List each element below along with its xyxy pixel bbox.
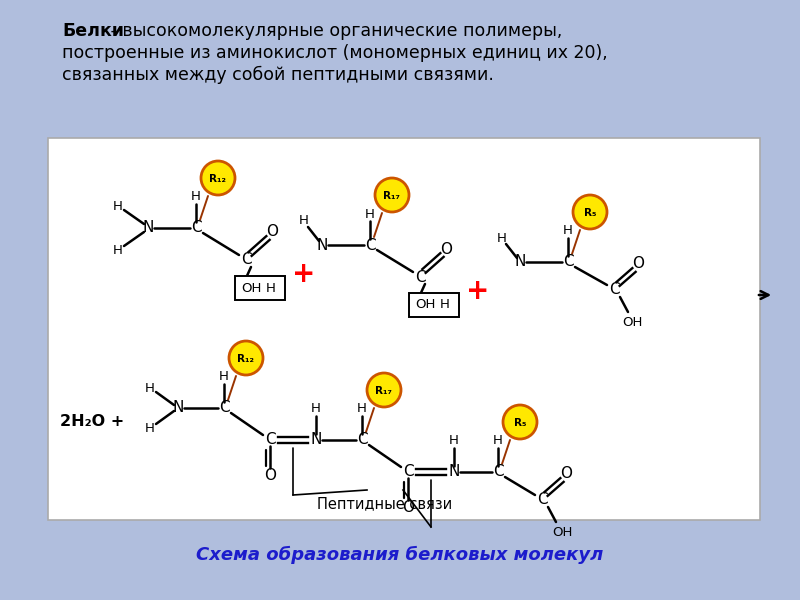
Text: O: O [632,257,644,271]
Text: H: H [299,214,309,227]
Text: N: N [172,401,184,415]
Text: H: H [365,208,375,220]
Text: N: N [448,464,460,479]
Text: C: C [190,220,202,235]
Text: C: C [365,238,375,253]
FancyBboxPatch shape [48,138,760,520]
Text: C: C [562,254,574,269]
Text: C: C [493,464,503,479]
Text: C: C [609,283,619,298]
Text: OH: OH [241,281,261,295]
Text: H: H [191,191,201,203]
Text: C: C [402,464,414,479]
Text: C: C [414,269,426,284]
Text: H: H [219,370,229,383]
Text: OH: OH [552,526,572,539]
Text: H: H [113,244,123,257]
Text: O: O [266,224,278,239]
Text: O: O [560,467,572,481]
Text: R₅: R₅ [584,208,596,218]
Text: Пептидные связи: Пептидные связи [318,496,453,511]
Text: H: H [145,421,155,434]
Text: C: C [218,401,230,415]
Circle shape [201,161,235,195]
Text: R₅: R₅ [514,418,526,428]
Text: Белки: Белки [62,22,124,40]
FancyBboxPatch shape [409,293,459,317]
Text: 2H₂O +: 2H₂O + [60,415,124,430]
Text: R₁₂: R₁₂ [238,354,254,364]
Text: OH: OH [622,316,642,329]
Text: Схема образования белковых молекул: Схема образования белковых молекул [196,546,604,564]
Text: +: + [292,260,316,288]
Text: N: N [310,433,322,448]
Circle shape [367,373,401,407]
Text: N: N [142,220,154,235]
Text: H: H [266,281,276,295]
Text: C: C [357,433,367,448]
FancyBboxPatch shape [235,276,285,300]
Text: C: C [265,433,275,448]
Text: R₁₇: R₁₇ [375,386,393,396]
Text: C: C [241,253,251,268]
Text: H: H [440,298,450,311]
Text: O: O [440,241,452,257]
Text: H: H [145,382,155,395]
Text: H: H [493,434,503,448]
Text: построенные из аминокислот (мономерных единиц их 20),: построенные из аминокислот (мономерных е… [62,44,608,62]
Text: O: O [402,500,414,515]
Text: H: H [563,224,573,238]
Text: связанных между собой пептидными связями.: связанных между собой пептидными связями… [62,66,494,84]
Circle shape [375,178,409,212]
Text: N: N [316,238,328,253]
Text: H: H [357,403,367,415]
Text: R₁₂: R₁₂ [210,174,226,184]
Text: R₁₇: R₁₇ [383,191,401,201]
Text: N: N [514,254,526,269]
Circle shape [573,195,607,229]
Text: +: + [466,277,490,305]
Text: O: O [264,469,276,484]
Text: H: H [449,434,459,448]
Circle shape [229,341,263,375]
Text: - высокомолекулярные органические полимеры,: - высокомолекулярные органические полиме… [105,22,562,40]
Text: H: H [311,403,321,415]
Circle shape [503,405,537,439]
Text: OH: OH [415,298,435,311]
Text: H: H [113,199,123,212]
Text: C: C [537,493,547,508]
Text: H: H [497,232,507,245]
